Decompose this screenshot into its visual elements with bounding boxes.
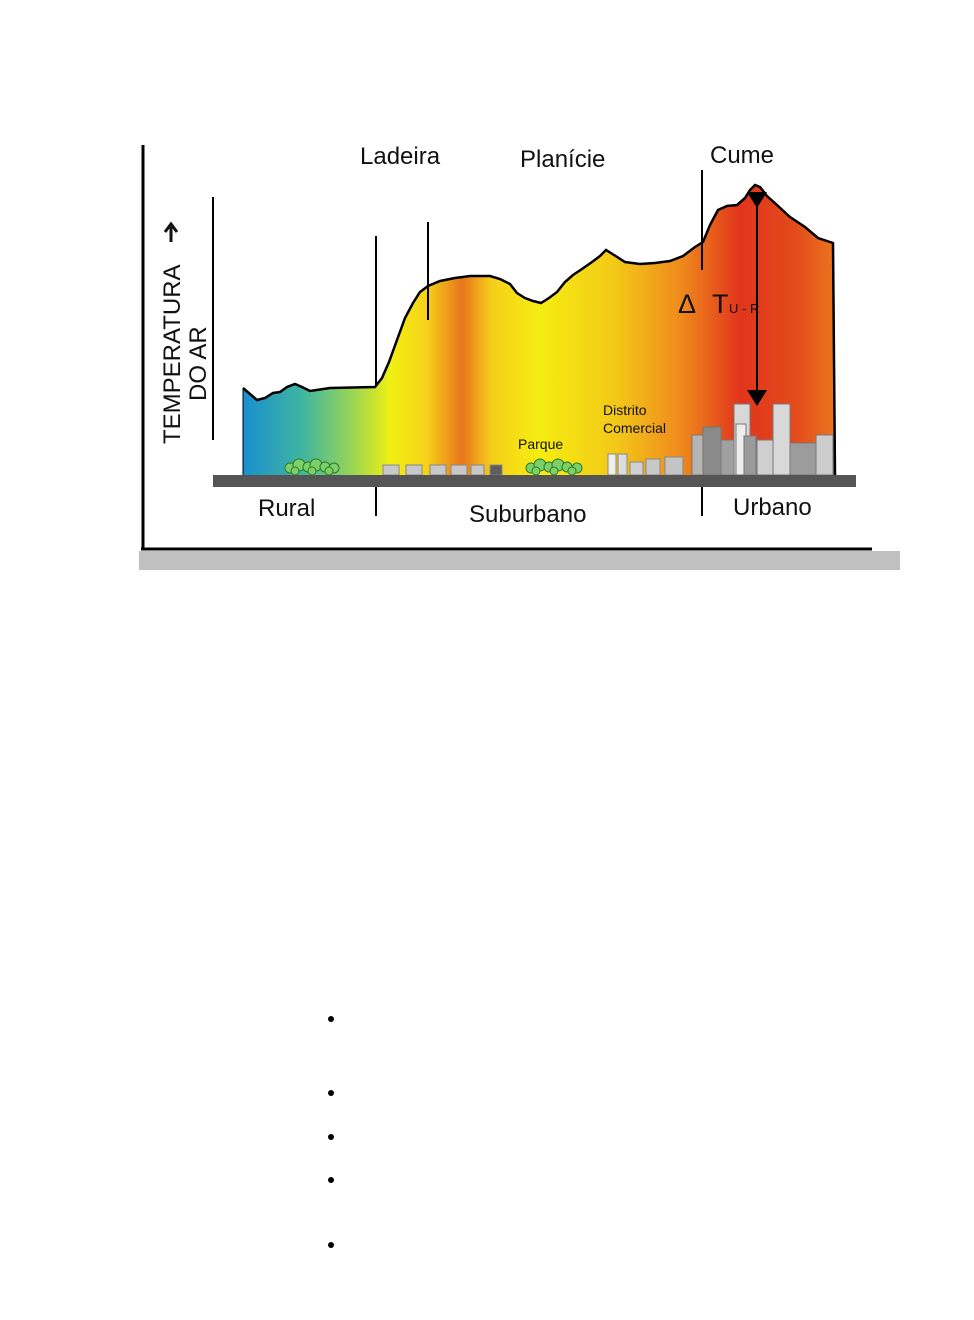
delta-symbol: Δ	[678, 289, 696, 319]
bullet-item	[326, 1171, 336, 1183]
bullet-item	[326, 1084, 336, 1096]
bullet-item	[326, 1236, 336, 1248]
commercial-district-buildings	[607, 453, 684, 476]
label-district-line2: Comercial	[603, 420, 666, 436]
temperature-profile-curve	[242, 183, 837, 476]
temperature-profile-area	[243, 185, 835, 475]
rural-trees	[284, 458, 340, 476]
label-slope: Ladeira	[360, 143, 441, 170]
urban-skyline	[691, 403, 834, 476]
axis-label-line1: TEMPERATURA	[159, 264, 186, 444]
bullet-item	[326, 1010, 336, 1022]
bullet-item	[326, 1128, 336, 1140]
label-park: Parque	[518, 436, 563, 452]
axis-label: TEMPERATURA DO AR	[159, 221, 212, 444]
delta-t-letter: T	[712, 289, 729, 319]
arrow-up-icon	[163, 221, 179, 242]
label-rural: Rural	[258, 495, 315, 522]
label-peak: Cume	[710, 142, 774, 169]
label-urban: Urbano	[733, 494, 812, 521]
park-trees	[525, 458, 583, 476]
axis-label-line2: DO AR	[185, 326, 212, 401]
label-district-line1: Distrito	[603, 402, 647, 418]
label-plain: Planície	[520, 146, 605, 173]
ground-line	[213, 475, 856, 487]
delta-subscript: U - R	[729, 301, 759, 316]
label-suburban: Suburbano	[469, 501, 586, 528]
frame-shadow	[139, 551, 900, 570]
